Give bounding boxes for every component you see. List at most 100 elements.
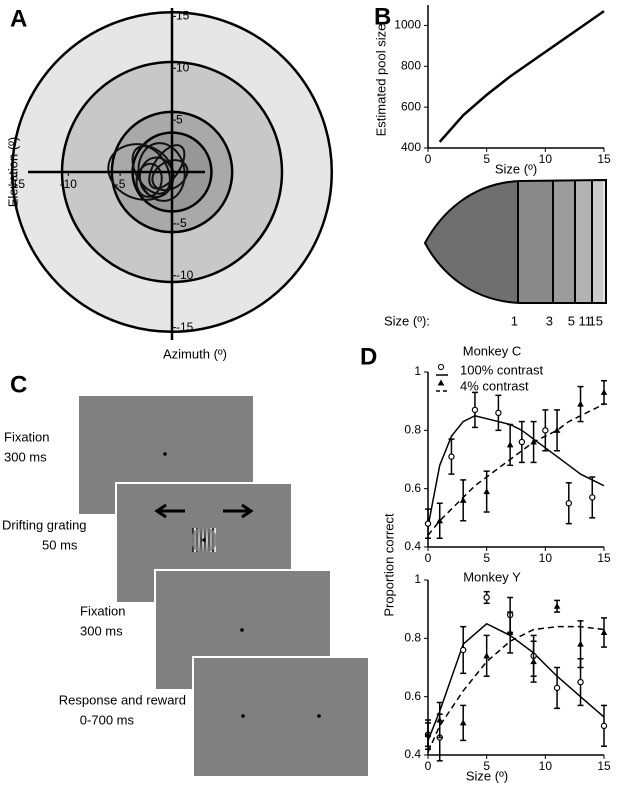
point: [553, 602, 561, 609]
x-tick-label: 15: [597, 759, 611, 773]
y-axis-label: Elevation (º): [5, 137, 20, 208]
y-tick-label: 600: [401, 99, 421, 113]
y-tick-label: -5: [176, 216, 187, 230]
point: [436, 517, 444, 524]
x-tick-label: 15: [597, 551, 611, 565]
point: [600, 629, 608, 635]
point: [600, 388, 608, 395]
point: [483, 594, 490, 601]
y-tick-label: -10: [176, 268, 194, 282]
point: [460, 646, 467, 654]
size-label: 5: [568, 313, 575, 328]
y-tick-label: 10: [176, 60, 190, 74]
arrow: [154, 503, 185, 519]
size-label: 11: [579, 313, 593, 328]
y-axis-label: Proportion correct: [381, 513, 396, 617]
target-dot: [241, 714, 245, 718]
x-tick-label: 10: [539, 551, 553, 565]
fit-line: [427, 625, 605, 753]
arrow: [223, 503, 254, 519]
point: [600, 722, 608, 730]
y-tick-label: 5: [176, 112, 183, 126]
pool-band: [603, 180, 606, 303]
receptive-field: [135, 162, 163, 198]
point: [553, 684, 561, 692]
point: [530, 658, 537, 665]
point: [518, 438, 526, 446]
target-dot: [317, 714, 321, 718]
point: [542, 427, 549, 434]
legend-label: 4% contrast: [460, 378, 529, 393]
x-tick-label: -10: [60, 177, 78, 191]
point: [577, 640, 584, 647]
y-tick-label: 0.8: [404, 631, 421, 645]
panel-letter: B: [374, 3, 391, 30]
x-axis-label: Size (º): [466, 768, 508, 783]
pool-band: [592, 180, 603, 303]
x-tick-label: 0: [425, 551, 432, 565]
point: [483, 488, 490, 495]
y-tick-label: -15: [176, 320, 194, 334]
y-tick-label: 1: [414, 364, 421, 378]
x-tick-label: 0: [425, 759, 432, 773]
point: [589, 494, 596, 501]
panel-title: Monkey Y: [463, 569, 521, 584]
size-label: 3: [546, 313, 553, 328]
point: [459, 719, 467, 726]
x-tick-label: 15: [597, 152, 611, 166]
pool-band: [425, 180, 518, 303]
x-tick-label: 5: [483, 759, 490, 773]
x-tick-label: 10: [539, 152, 553, 166]
frame-label: Response and reward: [59, 692, 186, 707]
frame-duration: 300 ms: [80, 623, 123, 638]
frame-label: Drifting grating: [2, 517, 87, 532]
y-tick-label: 15: [176, 9, 190, 23]
pool-band: [553, 180, 575, 303]
point: [506, 441, 514, 448]
y-axis-label: Estimated pool size: [373, 24, 388, 137]
point: [459, 496, 467, 503]
fixation-dot: [202, 538, 206, 542]
x-tick-label: -5: [115, 177, 126, 191]
receptive-field: [151, 159, 189, 192]
y-tick-label: 0.8: [404, 423, 421, 437]
y-tick-label: 0.4: [404, 539, 421, 553]
receptive-field: [148, 144, 186, 190]
panel-letter: A: [10, 5, 27, 32]
point: [530, 438, 537, 445]
frame: [192, 656, 370, 778]
frame-label: Fixation: [80, 603, 126, 618]
y-tick-label: 400: [401, 140, 421, 154]
fit-line: [427, 403, 605, 536]
panel-letter: C: [10, 371, 27, 398]
y-tick-label: 1: [414, 572, 421, 586]
frame-duration: 300 ms: [4, 449, 47, 464]
pool-outline: [423, 178, 607, 304]
x-tick-label: 5: [483, 551, 490, 565]
pool: [425, 180, 606, 303]
point: [424, 520, 432, 527]
point: [577, 678, 584, 686]
x-axis-label: Size (º): [495, 161, 537, 176]
y-tick-label: 0.6: [404, 481, 421, 495]
fit-line: [427, 414, 605, 527]
fixation-dot: [240, 628, 244, 632]
point: [483, 652, 490, 659]
x-axis-label: Azimuth (º): [163, 346, 227, 361]
x-tick-label: 5: [483, 152, 490, 166]
y-tick-label: 0.6: [404, 689, 421, 703]
panel-title: Monkey C: [463, 343, 522, 358]
line: [438, 10, 605, 143]
point: [565, 500, 573, 507]
frame-label: Fixation: [4, 429, 50, 444]
legend-marker: [437, 363, 445, 371]
point: [436, 716, 444, 723]
pool-band: [518, 180, 553, 303]
pool-band: [575, 180, 592, 303]
x-tick-label: 0: [425, 152, 432, 166]
point: [577, 400, 584, 407]
point: [495, 409, 502, 417]
point: [553, 426, 561, 433]
frame-duration: 50 ms: [42, 537, 78, 552]
